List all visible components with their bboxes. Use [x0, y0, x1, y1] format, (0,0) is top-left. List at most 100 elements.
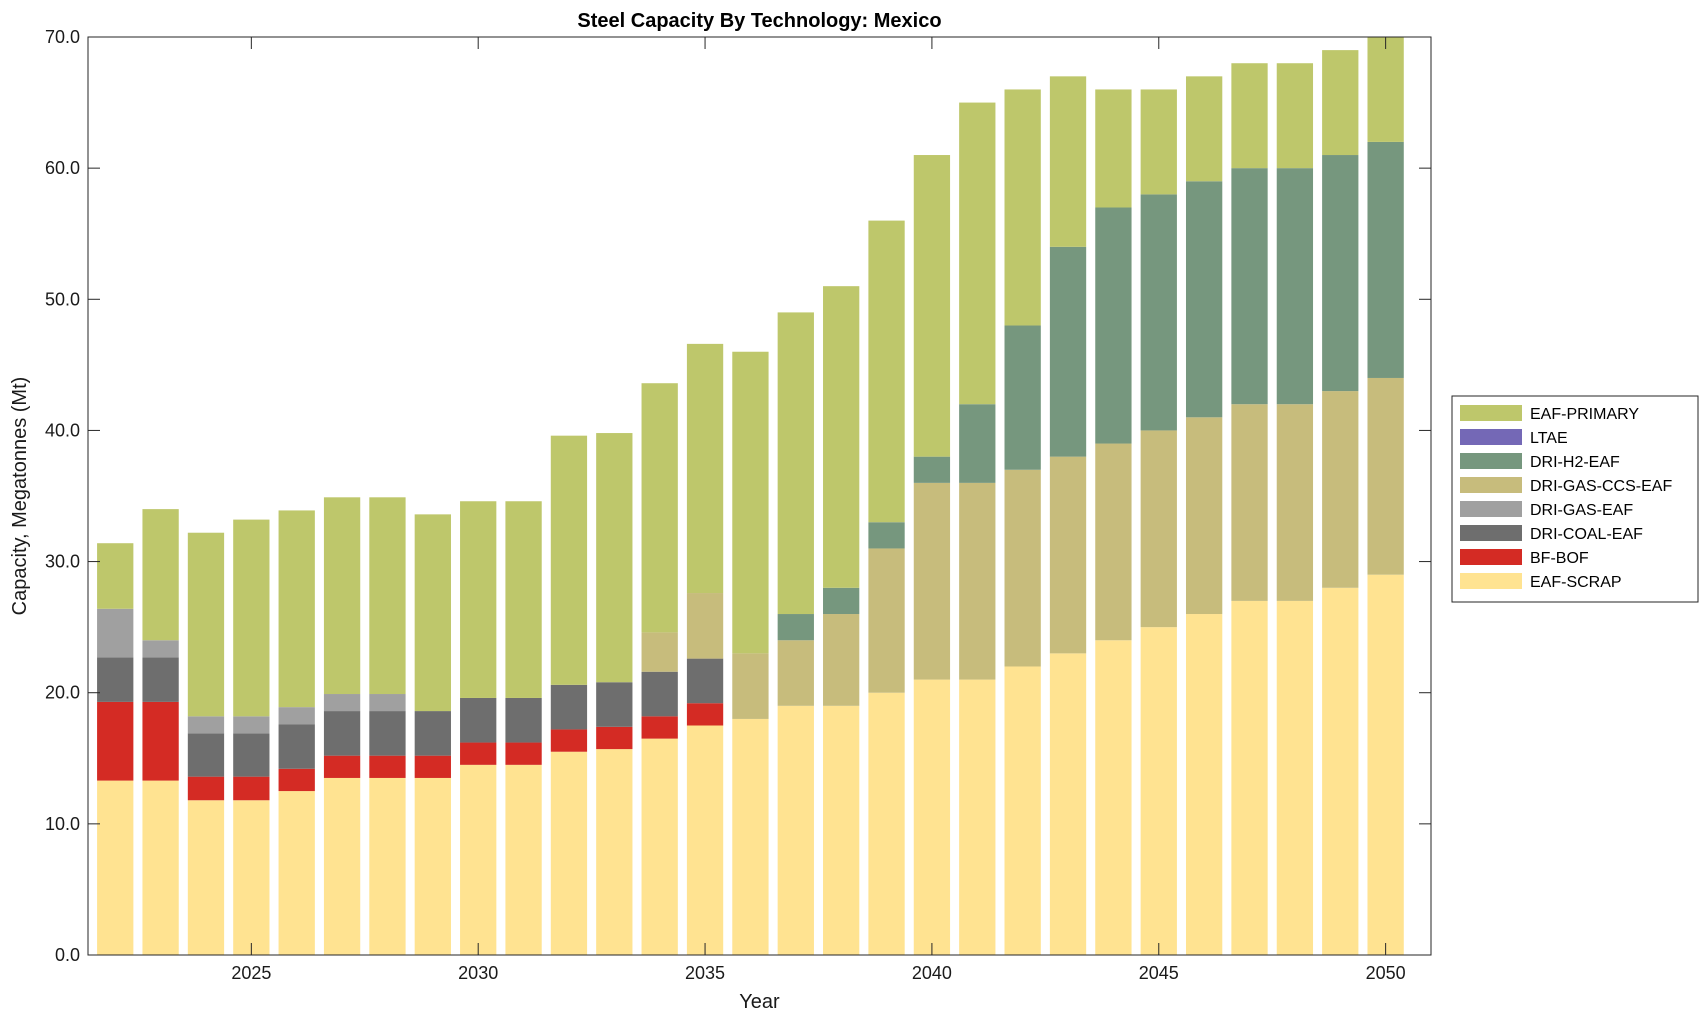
- bar-segment-eaf-scrap-2043: [1049, 653, 1087, 955]
- legend-swatch-eaf-scrap: [1460, 573, 1522, 589]
- legend-label-bf-bof: BF-BOF: [1530, 550, 1589, 567]
- bar-segment-bf-bof-2028: [369, 755, 406, 778]
- x-tick-label: 2040: [912, 963, 952, 983]
- bar-segment-dri-h2-eaf-2037: [777, 614, 814, 641]
- legend-swatch-eaf-primary: [1460, 405, 1522, 421]
- bar-segment-dri-coal-eaf-2033: [596, 682, 633, 727]
- bar-segment-eaf-scrap-2032: [550, 751, 588, 955]
- bar-segment-dri-coal-eaf-2032: [550, 684, 588, 730]
- bar-segment-dri-gas-eaf-2027: [323, 694, 361, 712]
- bar-segment-dri-coal-eaf-2029: [414, 711, 451, 756]
- y-tick-label: 60.0: [45, 158, 80, 178]
- y-tick-label: 30.0: [45, 552, 80, 572]
- bar-segment-eaf-primary-2049: [1322, 50, 1359, 156]
- bar-segment-eaf-scrap-2048: [1276, 600, 1314, 955]
- bar-segment-bf-bof-2027: [323, 755, 361, 778]
- bar-segment-dri-gas-ccs-eaf-2036: [732, 653, 769, 719]
- bar-segment-dri-gas-eaf-2022: [97, 608, 134, 658]
- bar-segment-dri-h2-eaf-2040: [913, 456, 951, 483]
- legend: EAF-PRIMARY LTAE DRI-H2-EAF DRI-GAS-CCS-EAF…: [1451, 395, 1699, 603]
- bar-segment-eaf-scrap-2050: [1367, 574, 1404, 955]
- bar-segment-eaf-primary-2025: [233, 519, 270, 717]
- bar-segment-eaf-primary-2028: [369, 497, 406, 695]
- bar-segment-dri-coal-eaf-2028: [369, 711, 406, 756]
- bar-segment-dri-gas-eaf-2025: [233, 716, 270, 734]
- bar-segment-eaf-primary-2030: [460, 501, 497, 698]
- bar-segment-dri-coal-eaf-2023: [142, 657, 179, 702]
- bar-segment-dri-gas-ccs-eaf-2050: [1367, 377, 1404, 575]
- axes-frame: [87, 36, 1432, 956]
- bar-segment-dri-gas-ccs-eaf-2047: [1231, 404, 1268, 601]
- bar-segment-eaf-primary-2039: [868, 220, 905, 523]
- legend-label-dri-gas-ccs-eaf: DRI-GAS-CCS-EAF: [1530, 478, 1672, 495]
- bar-segment-eaf-scrap-2029: [414, 777, 451, 955]
- bar-segment-eaf-scrap-2046: [1185, 614, 1223, 955]
- bar-segment-dri-h2-eaf-2047: [1231, 168, 1268, 405]
- x-tick-label: 2030: [458, 963, 498, 983]
- x-axis-label: Year: [739, 991, 780, 1013]
- bar-segment-dri-h2-eaf-2044: [1095, 207, 1132, 444]
- bar-segment-eaf-scrap-2042: [1004, 666, 1041, 955]
- bar-segment-eaf-primary-2036: [732, 351, 769, 654]
- x-tick-label: 2050: [1366, 963, 1406, 983]
- legend-label-dri-gas-eaf: DRI-GAS-EAF: [1530, 502, 1633, 519]
- bar-segment-eaf-primary-2040: [913, 155, 951, 457]
- bar-segment-bf-bof-2030: [460, 742, 497, 765]
- y-tick-label: 0.0: [55, 945, 80, 965]
- x-axis: 2025 2030 2035 2040 2045 2050: [231, 37, 1406, 983]
- bar-segment-dri-h2-eaf-2041: [959, 404, 996, 483]
- bar-segment-dri-gas-ccs-eaf-2043: [1049, 456, 1087, 654]
- bar-segment-dri-h2-eaf-2049: [1322, 155, 1359, 392]
- bar-segment-dri-gas-ccs-eaf-2034: [641, 632, 678, 672]
- bar-segment-dri-h2-eaf-2039: [868, 522, 905, 549]
- bar-segment-eaf-scrap-2038: [823, 705, 860, 955]
- bar-segment-dri-gas-ccs-eaf-2048: [1276, 404, 1314, 601]
- bar-segment-eaf-scrap-2023: [142, 780, 179, 955]
- y-tick-label: 40.0: [45, 420, 80, 440]
- bar-segment-eaf-scrap-2022: [97, 780, 134, 955]
- bars-layer: [97, 37, 1404, 955]
- bar-segment-eaf-primary-2043: [1049, 76, 1087, 247]
- legend-swatch-dri-gas-eaf: [1460, 501, 1522, 517]
- bar-segment-bf-bof-2025: [233, 776, 270, 801]
- legend-label-dri-coal-eaf: DRI-COAL-EAF: [1530, 526, 1643, 543]
- x-tick-label: 2045: [1139, 963, 1179, 983]
- bar-segment-bf-bof-2024: [187, 776, 225, 801]
- x-tick-label: 2025: [231, 963, 271, 983]
- bar-segment-eaf-primary-2024: [187, 532, 225, 717]
- bar-segment-eaf-scrap-2037: [777, 705, 814, 955]
- bar-segment-dri-coal-eaf-2034: [641, 671, 678, 717]
- bar-segment-dri-coal-eaf-2026: [278, 724, 315, 769]
- bar-segment-eaf-primary-2044: [1095, 89, 1132, 208]
- y-tick-label: 70.0: [45, 27, 80, 47]
- bar-segment-eaf-primary-2045: [1140, 89, 1177, 195]
- legend-swatch-dri-coal-eaf: [1460, 525, 1522, 541]
- bar-segment-eaf-primary-2041: [959, 102, 996, 405]
- bar-segment-eaf-primary-2033: [596, 433, 633, 683]
- bar-segment-eaf-scrap-2047: [1231, 600, 1268, 955]
- bar-segment-eaf-scrap-2045: [1140, 627, 1177, 955]
- bar-segment-eaf-scrap-2031: [505, 764, 542, 955]
- bar-segment-eaf-primary-2026: [278, 510, 315, 708]
- bar-segment-bf-bof-2033: [596, 726, 633, 750]
- bar-segment-eaf-scrap-2035: [686, 725, 724, 955]
- bar-segment-dri-gas-ccs-eaf-2037: [777, 640, 814, 706]
- bar-segment-eaf-scrap-2034: [641, 738, 678, 955]
- bar-segment-dri-gas-eaf-2023: [142, 640, 179, 658]
- bar-segment-dri-gas-ccs-eaf-2035: [686, 593, 724, 659]
- bar-segment-eaf-primary-2022: [97, 543, 134, 609]
- bar-segment-eaf-primary-2032: [550, 435, 588, 685]
- legend-swatch-dri-gas-ccs-eaf: [1460, 477, 1522, 493]
- y-tick-label: 50.0: [45, 289, 80, 309]
- bar-segment-dri-coal-eaf-2022: [97, 657, 134, 702]
- bar-segment-dri-gas-ccs-eaf-2045: [1140, 430, 1177, 628]
- bar-segment-eaf-scrap-2025: [233, 800, 270, 955]
- bar-segment-eaf-primary-2038: [823, 286, 860, 588]
- bar-segment-dri-gas-ccs-eaf-2042: [1004, 469, 1041, 667]
- bar-segment-eaf-scrap-2027: [323, 777, 361, 955]
- bar-segment-eaf-primary-2037: [777, 312, 814, 615]
- bar-segment-eaf-scrap-2030: [460, 764, 497, 955]
- bar-segment-dri-coal-eaf-2025: [233, 733, 270, 777]
- bar-segment-dri-gas-ccs-eaf-2038: [823, 614, 860, 706]
